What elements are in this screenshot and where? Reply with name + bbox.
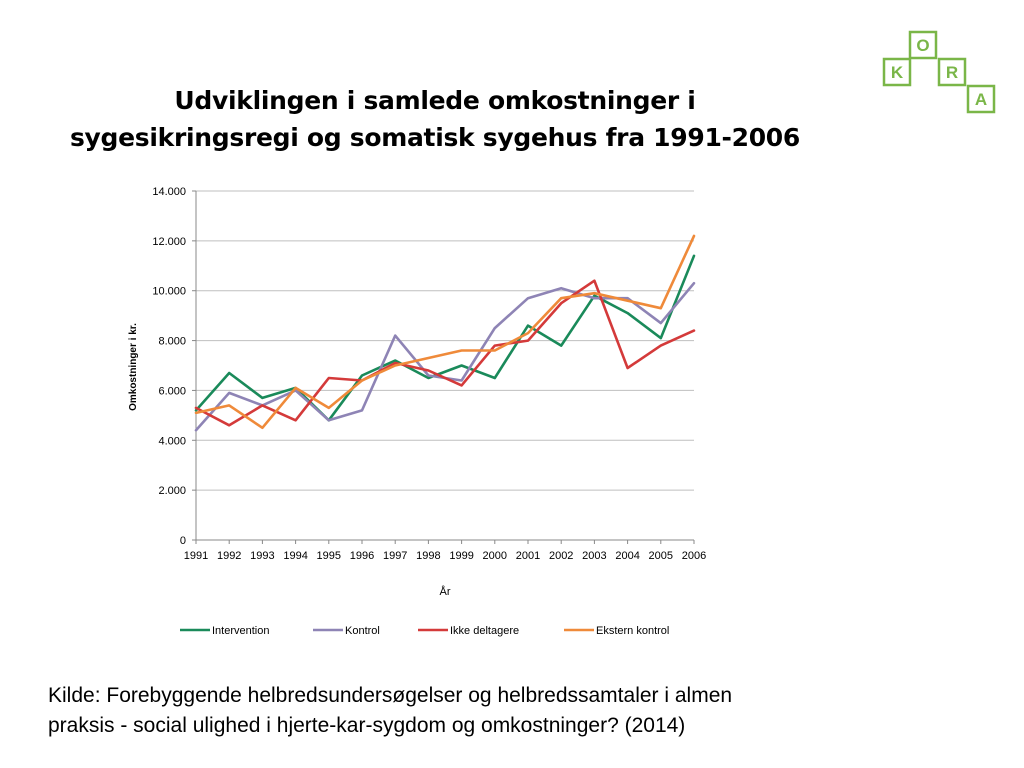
x-tick-label: 1994 xyxy=(283,550,307,562)
grid-lines xyxy=(196,190,694,491)
x-tick-label: 2003 xyxy=(582,550,606,562)
x-tick-label: 1997 xyxy=(383,550,407,562)
x-tick-label: 2001 xyxy=(516,550,540,562)
x-tick-label: 1998 xyxy=(416,550,440,562)
y-tick-label: 0 xyxy=(180,535,186,547)
x-tick-label: 2000 xyxy=(483,550,507,562)
y-axis-label: Omkostninger i kr. xyxy=(128,323,139,411)
series-line-intervention xyxy=(194,254,696,422)
x-tick-label: 2002 xyxy=(549,550,573,562)
x-tick-label: 1996 xyxy=(350,550,374,562)
tick-labels: 0 2.000 4.000 6.000 8.000 10.000 12.000 14.000 1… xyxy=(152,186,706,562)
series-line-ekstern-kontrol xyxy=(194,234,696,430)
logo-letter-o: O xyxy=(916,36,929,55)
series-lines xyxy=(194,234,696,432)
x-tick-label: 1993 xyxy=(250,550,274,562)
legend-label: Intervention xyxy=(212,625,269,637)
x-tick-label: 2006 xyxy=(682,550,706,562)
y-tick-label: 4.000 xyxy=(158,435,186,447)
x-tick-label: 1995 xyxy=(317,550,341,562)
x-axis-label: År xyxy=(440,585,451,598)
slide-title: Udviklingen i samlede omkostninger i syg… xyxy=(40,82,830,156)
axes xyxy=(192,190,695,544)
logo-letter-r: R xyxy=(946,63,958,82)
legend-label: Ekstern kontrol xyxy=(596,625,669,637)
logo-letter-k: K xyxy=(891,63,904,82)
title-line-2: sygesikringsregi og somatisk sygehus fra… xyxy=(69,123,801,152)
y-tick-label: 12.000 xyxy=(152,236,186,248)
source-citation: Kilde: Forebyggende helbredsundersøgelse… xyxy=(48,681,848,741)
x-tick-label: 2004 xyxy=(615,550,639,562)
x-tick-label: 2005 xyxy=(649,550,673,562)
x-tick-label: 1991 xyxy=(184,550,208,562)
source-line-2: praksis - social ulighed i hjerte-kar-sy… xyxy=(48,714,686,737)
logo-letter-a: A xyxy=(975,90,987,109)
source-line-1: Kilde: Forebyggende helbredsundersøgelse… xyxy=(48,684,733,707)
y-tick-label: 14.000 xyxy=(152,186,186,198)
y-tick-label: 6.000 xyxy=(158,385,186,397)
x-tick-label: 1999 xyxy=(449,550,473,562)
title-line-1: Udviklingen i samlede omkostninger i xyxy=(174,86,696,115)
y-tick-label: 10.000 xyxy=(152,286,186,298)
y-tick-label: 8.000 xyxy=(158,336,186,348)
kora-logo: O K R A xyxy=(882,30,996,114)
legend: Intervention Kontrol Ikke deltagere Ekstern… xyxy=(180,625,669,637)
legend-label: Kontrol xyxy=(345,625,380,637)
y-tick-label: 2.000 xyxy=(158,485,186,497)
series-line-ikke-deltagere xyxy=(194,279,696,427)
x-tick-label: 1992 xyxy=(217,550,241,562)
legend-label: Ikke deltagere xyxy=(450,625,519,637)
